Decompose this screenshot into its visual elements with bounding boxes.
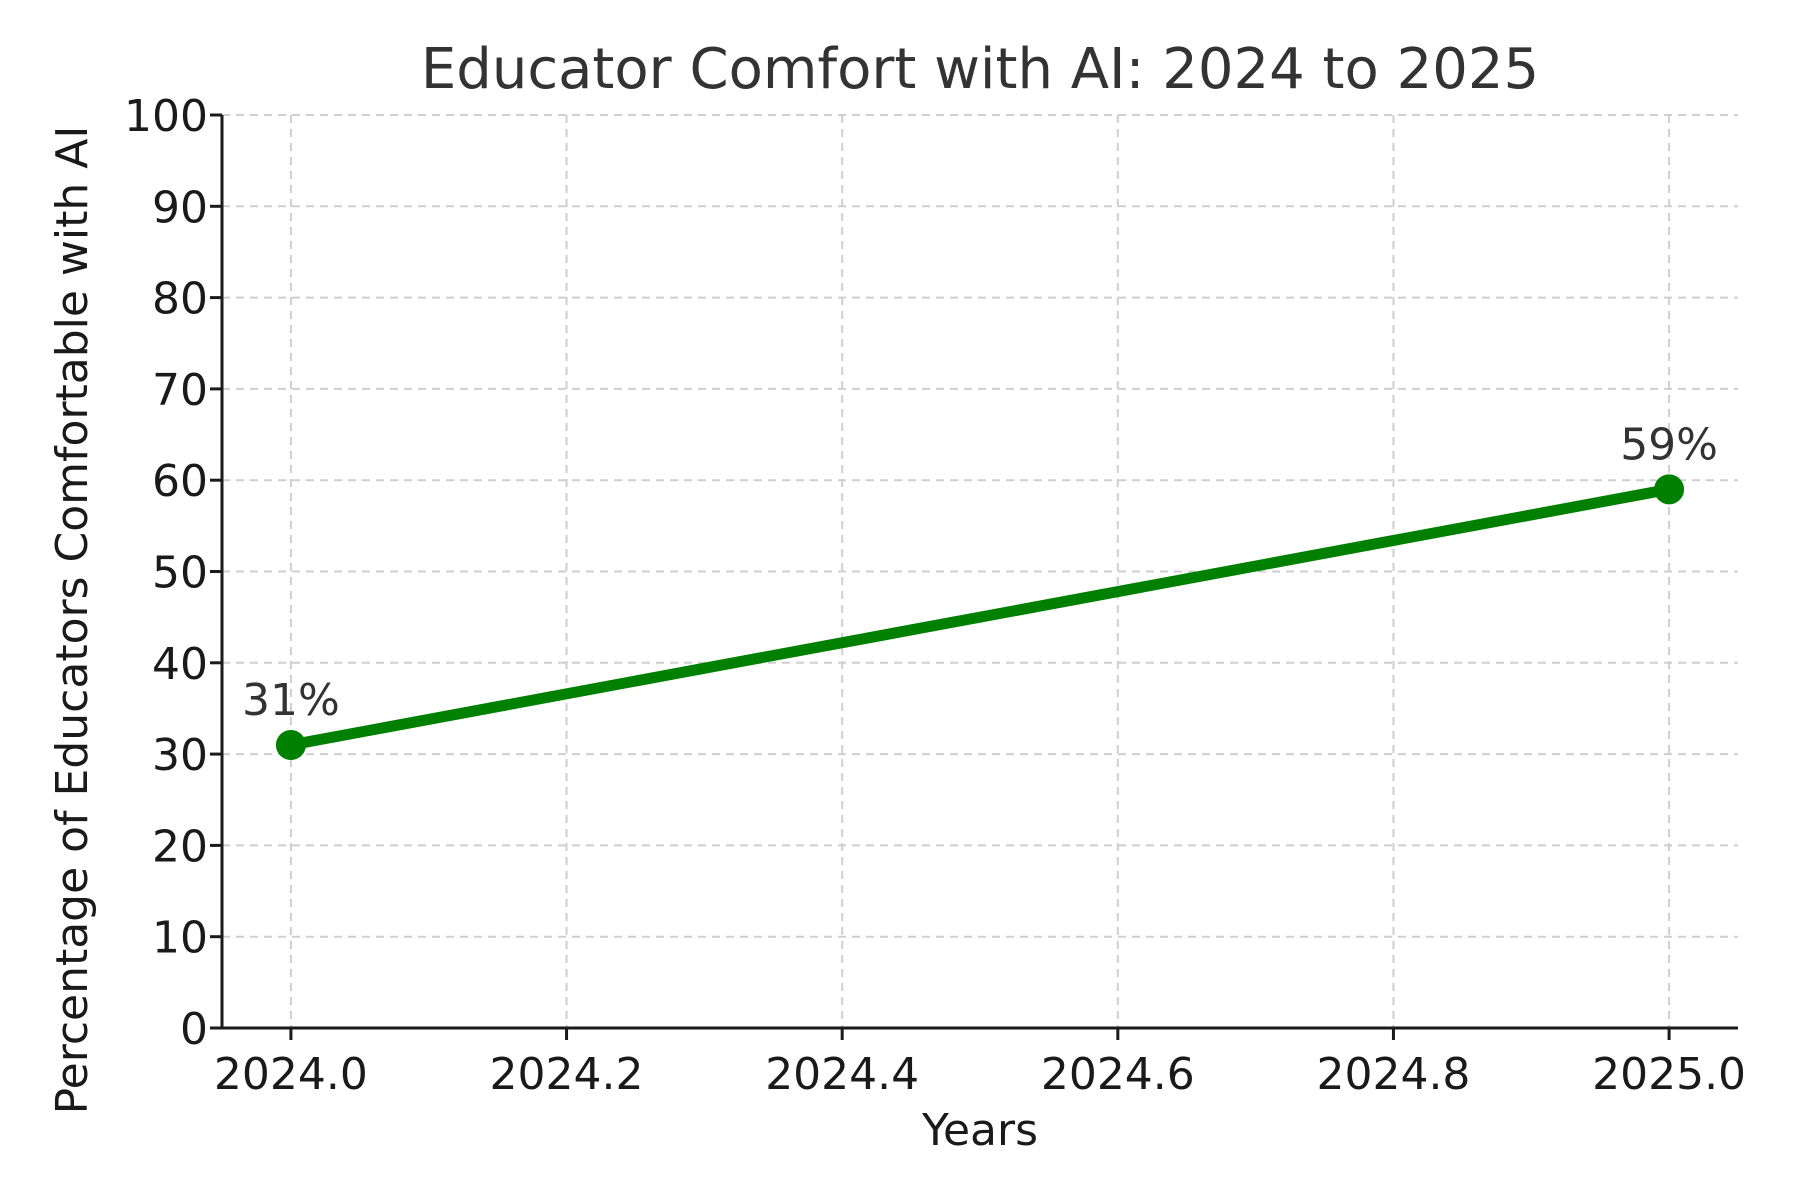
tick-labels: 2024.0 2024.2 2024.4 2024.6 2024.8 2025.0 0 10 2… xyxy=(124,91,1746,1100)
x-tick-label: 2024.4 xyxy=(765,1049,919,1100)
data-label: 31% xyxy=(242,675,340,726)
data-label: 59% xyxy=(1620,419,1718,470)
x-tick-label: 2024.6 xyxy=(1041,1049,1195,1100)
y-tick-label: 40 xyxy=(152,639,208,690)
x-tick-label: 2024.2 xyxy=(490,1049,644,1100)
y-tick-label: 0 xyxy=(180,1004,208,1055)
y-tick-label: 20 xyxy=(152,821,208,872)
data-point xyxy=(275,729,306,760)
y-tick-label: 80 xyxy=(152,274,208,325)
grid xyxy=(222,114,1738,1029)
x-tick-label: 2024.8 xyxy=(1316,1049,1470,1100)
axes xyxy=(210,113,1738,1040)
y-axis-title: Percentage of Educators Comfortable with… xyxy=(47,126,98,1115)
y-tick-label: 10 xyxy=(152,913,208,964)
chart-title: Educator Comfort with AI: 2024 to 2025 xyxy=(421,37,1539,102)
y-tick-label: 30 xyxy=(152,730,208,781)
x-tick-label: 2024.0 xyxy=(214,1049,368,1100)
y-tick-label: 90 xyxy=(152,182,208,233)
data-series: 31% 59% xyxy=(242,419,1718,760)
series-line xyxy=(285,483,1675,751)
x-tick-label: 2025.0 xyxy=(1592,1049,1746,1100)
y-tick-label: 60 xyxy=(152,456,208,507)
y-tick-label: 50 xyxy=(152,548,208,599)
y-tick-label: 100 xyxy=(124,91,208,142)
x-axis-title: Years xyxy=(921,1105,1038,1156)
y-tick-label: 70 xyxy=(152,365,208,416)
data-point xyxy=(1654,474,1685,505)
